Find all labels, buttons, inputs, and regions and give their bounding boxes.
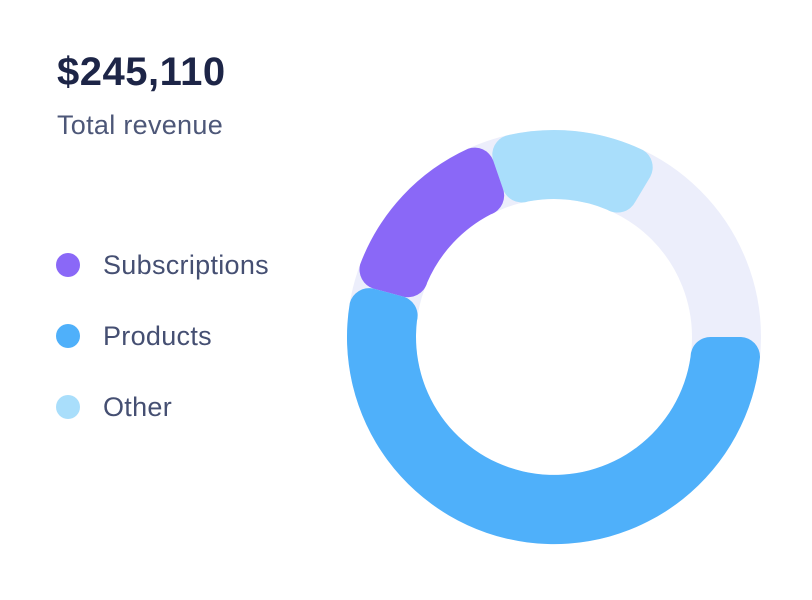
legend-item-other[interactable]: Other bbox=[56, 392, 269, 422]
other-color-dot bbox=[56, 395, 80, 419]
total-revenue-amount: $245,110 bbox=[57, 50, 226, 94]
products-color-dot bbox=[56, 324, 80, 348]
chart-legend: Subscriptions Products Other bbox=[56, 250, 269, 463]
legend-item-subscriptions[interactable]: Subscriptions bbox=[56, 250, 269, 280]
donut-segment-subscriptions[interactable] bbox=[359, 147, 505, 298]
donut-segment-products[interactable] bbox=[346, 288, 761, 545]
legend-label-subscriptions: Subscriptions bbox=[103, 249, 269, 280]
legend-label-products: Products bbox=[103, 320, 212, 351]
legend-label-other: Other bbox=[103, 391, 173, 422]
legend-item-products[interactable]: Products bbox=[56, 321, 269, 351]
donut-segment-other[interactable] bbox=[492, 130, 653, 213]
subscriptions-color-dot bbox=[56, 253, 80, 277]
total-revenue-label: Total revenue bbox=[57, 110, 224, 140]
